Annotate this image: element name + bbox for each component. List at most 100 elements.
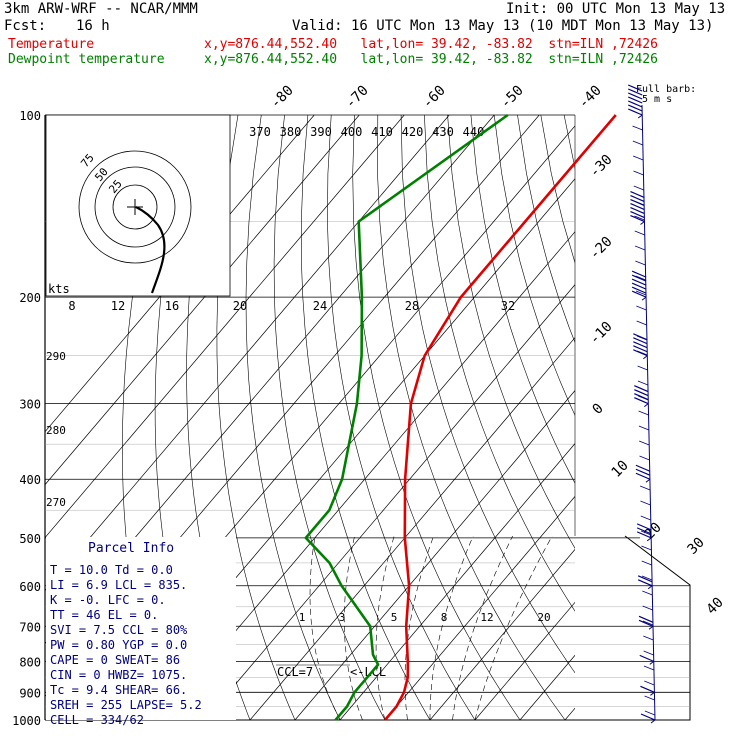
forecast-label: Fcst: — [4, 18, 47, 34]
barb-tick — [638, 425, 650, 431]
dry-adiabat — [245, 115, 341, 720]
dry-adiabat — [563, 115, 575, 170]
parcel-row: LI = 6.9 LCL = 835. — [50, 578, 187, 592]
pressure-label: 800 — [19, 655, 41, 669]
moist-adiabat — [309, 536, 412, 720]
isotherm-label: -70 — [343, 83, 372, 112]
isotherm — [159, 231, 575, 720]
valid-time: Valid: 16 UTC Mon 13 May 13 (10 MDT Mon … — [292, 18, 714, 34]
barb-tick — [641, 560, 652, 566]
forecast-hour: 16 h — [76, 18, 110, 34]
barb-tick — [640, 515, 651, 521]
full-barb-label: Full barb: — [636, 84, 697, 95]
moist-adiabat — [474, 536, 690, 720]
barb-tick — [643, 665, 655, 671]
pressure-label: 600 — [19, 580, 41, 594]
mixing-ratio-label: 5 — [391, 611, 398, 624]
hodograph-ring — [112, 184, 158, 230]
barb-tick — [644, 680, 655, 686]
parcel-box-bg — [46, 537, 236, 720]
wind-barb — [639, 654, 655, 665]
dry-adiabat — [634, 115, 740, 720]
barb-tick — [636, 305, 647, 311]
barb-tick — [644, 710, 656, 716]
parcel-info-box: Parcel Info T = 10.0 Td = 0.0LI = 6.9 LCL… — [46, 537, 236, 727]
moist-adiabat — [375, 536, 511, 720]
wind-barb — [636, 523, 652, 542]
isotherm — [564, 707, 575, 720]
parcel-row: CIN = 0 HWBZ= 1075. — [50, 668, 187, 682]
barb-tick — [644, 695, 655, 701]
parcel-row: TT = 46 EL = 0. — [50, 608, 158, 622]
theta-label: 400 — [341, 125, 363, 139]
pressure-label: 400 — [19, 473, 41, 487]
isotherm-label: -60 — [420, 83, 449, 112]
isotherm-label: 40 — [704, 595, 727, 618]
dry-adiabat — [273, 115, 386, 720]
hodograph-speed-label: 28 — [405, 299, 419, 313]
wind-barb — [638, 615, 654, 630]
wind-barb — [635, 464, 651, 483]
dry-adiabat — [611, 115, 740, 720]
pressure-label: 500 — [19, 532, 41, 546]
dry-adiabat — [400, 115, 575, 674]
dewpoint-legend: Dewpoint temperature — [8, 52, 165, 67]
isotherm-label: -20 — [587, 234, 616, 263]
isotherm-label: -30 — [587, 152, 616, 181]
hodograph-speed-label: 24 — [313, 299, 327, 313]
parcel-row: CAPE = 0 SWEAT= 86 — [50, 653, 180, 667]
barb-tick — [634, 215, 645, 221]
theta-label: 430 — [432, 125, 454, 139]
isotherm-label: 0 — [590, 401, 607, 418]
isotherm-label: 30 — [685, 535, 708, 558]
barb-tick — [635, 290, 647, 296]
parcel-row: SREH = 255 LAPSE= 5.2 — [50, 698, 202, 712]
barb-tick — [640, 500, 651, 506]
dry-adiabat — [727, 115, 740, 720]
theta-label: 290 — [46, 350, 66, 363]
barb-tick — [642, 605, 653, 611]
pressure-label: 1000 — [12, 714, 41, 728]
isotherm — [294, 390, 575, 720]
isotherm — [45, 115, 450, 592]
wind-barb — [640, 713, 656, 724]
mixing-ratio-label: 20 — [537, 611, 550, 624]
dry-adiabat — [517, 115, 575, 344]
dry-adiabat — [327, 115, 476, 720]
init-time: Init: 00 UTC Mon 13 May 13 — [506, 1, 726, 17]
wind-barb — [631, 270, 647, 301]
barb-tick — [637, 365, 648, 371]
dry-adiabat — [493, 115, 575, 416]
isotherm-label: -50 — [498, 83, 527, 112]
isotherm — [45, 115, 405, 539]
pressure-label: 900 — [19, 686, 41, 700]
isotherm — [339, 442, 575, 720]
barb-tick — [643, 650, 654, 656]
isotherm — [204, 284, 575, 720]
barb-tick — [639, 440, 650, 446]
theta-label: 410 — [371, 125, 393, 139]
pressure-label: 300 — [19, 398, 41, 412]
hodograph-trace — [135, 206, 166, 294]
barb-tick — [636, 335, 648, 341]
parcel-row: T = 10.0 Td = 0.0 — [50, 563, 173, 577]
theta-label: 270 — [46, 496, 66, 509]
theta-label: 390 — [310, 125, 332, 139]
barb-tick — [639, 455, 650, 461]
wind-barb — [637, 575, 653, 590]
hodograph-speed-label: 16 — [165, 299, 179, 313]
dry-adiabat — [424, 115, 575, 612]
barb-tick — [638, 395, 649, 401]
theta-label: 380 — [280, 125, 302, 139]
mixing-ratio-label: 3 — [339, 611, 346, 624]
isotherm — [429, 548, 575, 720]
theta-label: 280 — [46, 424, 66, 437]
dry-adiabat — [300, 115, 431, 720]
theta-label: 370 — [249, 125, 271, 139]
dry-adiabat — [540, 115, 575, 264]
moist-adiabat — [404, 536, 561, 720]
wind-barb — [640, 685, 655, 696]
ccl-label: CCL=7 — [277, 665, 313, 679]
